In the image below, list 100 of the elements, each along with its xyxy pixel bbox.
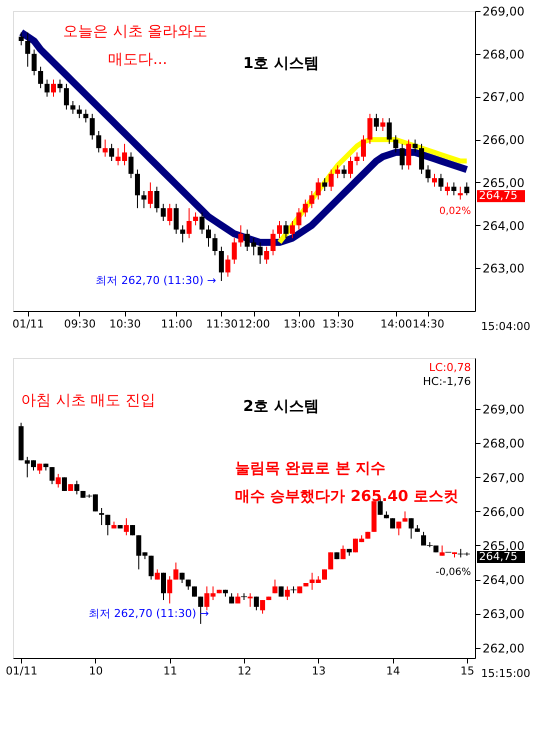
- annotation: -0,06%: [436, 567, 471, 578]
- candlestick: [206, 224, 211, 248]
- candlestick: [90, 113, 95, 140]
- candlestick: [412, 139, 418, 153]
- candlestick: [277, 220, 282, 239]
- candlestick: [50, 466, 55, 485]
- candlestick: [393, 134, 398, 153]
- text: 1호 시스템: [243, 54, 319, 72]
- candlestick: [264, 246, 270, 264]
- x-tick-label: 10: [88, 664, 103, 678]
- candlestick: [141, 190, 146, 209]
- candlestick: [83, 109, 88, 123]
- candlestick: [451, 182, 456, 196]
- text: 15:15:00: [481, 667, 530, 680]
- candlestick: [130, 524, 136, 536]
- candlestick: [134, 169, 140, 209]
- candlestick: [270, 229, 276, 256]
- candlestick: [342, 164, 347, 179]
- candlestick: [396, 521, 402, 536]
- candlestick: [283, 220, 288, 239]
- candlestick: [360, 134, 366, 162]
- candlestick: [124, 518, 129, 536]
- annotation: 매수 승부했다가 265.40 로스컷: [235, 487, 459, 505]
- x-tick-label: 01/11: [6, 664, 38, 678]
- annotation: 아침 시초 매도 진입: [21, 391, 156, 409]
- candlestick: [105, 514, 110, 536]
- x-tick-label: 13: [312, 664, 326, 678]
- candlestick: [406, 139, 412, 170]
- candlestick: [180, 224, 186, 243]
- candlestick: [328, 552, 334, 570]
- annotation: LC:0,78: [428, 361, 471, 374]
- candlestick: [102, 139, 108, 158]
- y-tick-label: 264,00: [482, 218, 524, 233]
- text: 264,75: [479, 189, 518, 202]
- candlestick: [186, 579, 191, 590]
- x-tick-label: 11: [163, 664, 178, 678]
- candlestick: [309, 190, 314, 209]
- candlestick: [419, 143, 424, 174]
- candlestick: [340, 545, 346, 560]
- candlestick: [229, 592, 234, 604]
- x-tick-label: 09:30: [64, 318, 96, 330]
- candlestick: [348, 156, 354, 179]
- candlestick: [296, 208, 302, 230]
- candlestick: [148, 182, 153, 209]
- candlestick: [258, 242, 263, 264]
- annotation: 매도다...: [108, 50, 168, 68]
- candlestick: [458, 186, 463, 200]
- candlestick: [380, 118, 386, 132]
- y-tick-label: 264,00: [482, 573, 524, 588]
- text: 15:04:00: [481, 320, 530, 333]
- y-tick-label: 262,00: [482, 641, 524, 656]
- candlestick: [390, 518, 396, 529]
- annotation: 최저 262,70 (11:30) →: [96, 274, 216, 287]
- annotation: HC:-1,76: [422, 375, 471, 388]
- x-tick-label: 11:00: [160, 318, 193, 330]
- candlestick: [173, 562, 178, 580]
- candlestick: [99, 508, 104, 526]
- y-tick-label: 268,00: [482, 436, 524, 451]
- candlestick: [56, 473, 61, 488]
- x-tick-label: 15: [460, 664, 474, 678]
- text: 264,75: [479, 550, 518, 564]
- text: 2호 시스템: [243, 397, 319, 415]
- x-tick-label: 13:00: [284, 318, 316, 330]
- y-tick-label: 265,00: [482, 176, 524, 190]
- candlestick: [354, 152, 360, 166]
- candlestick: [57, 79, 62, 93]
- candlestick: [426, 164, 431, 183]
- y-tick-label: 265,00: [482, 539, 524, 553]
- candlestick: [167, 203, 172, 226]
- annotation: 눌림목 완료로 본 지수: [235, 459, 386, 477]
- x-tick-label: 12:00: [238, 318, 270, 330]
- candlestick: [18, 32, 24, 46]
- candlestick: [200, 212, 205, 234]
- x-tick-label: 10:30: [109, 318, 141, 330]
- candlestick: [212, 233, 218, 256]
- candlestick: [438, 173, 444, 192]
- candlestick: [74, 480, 80, 495]
- candlestick: [322, 178, 328, 192]
- candlestick: [260, 600, 266, 614]
- candlestick: [167, 576, 172, 604]
- annotation: 0,02%: [439, 206, 471, 218]
- candlestick: [374, 113, 379, 132]
- candlestick: [96, 130, 102, 153]
- x-tick-label: 13:30: [322, 318, 354, 330]
- x-tick-label: 12: [238, 664, 252, 678]
- candlestick: [161, 572, 166, 601]
- x-tick-label: 11:30: [206, 318, 238, 330]
- x-tick-label: 14:30: [412, 318, 444, 330]
- y-tick-label: 267,00: [482, 470, 524, 485]
- candlestick: [248, 592, 253, 608]
- x-tick-label: 14:00: [380, 318, 412, 330]
- x-tick-label: 14: [386, 664, 400, 678]
- candlestick: [335, 164, 340, 179]
- x-tick-label: 01/11: [12, 318, 44, 330]
- y-tick-label: 263,00: [482, 607, 524, 622]
- y-tick-label: 269,00: [482, 4, 524, 18]
- candlestick: [316, 178, 321, 200]
- annotation: 오늘은 시초 올라와도: [63, 22, 208, 40]
- candlestick: [432, 173, 437, 188]
- candlestick: [64, 83, 69, 110]
